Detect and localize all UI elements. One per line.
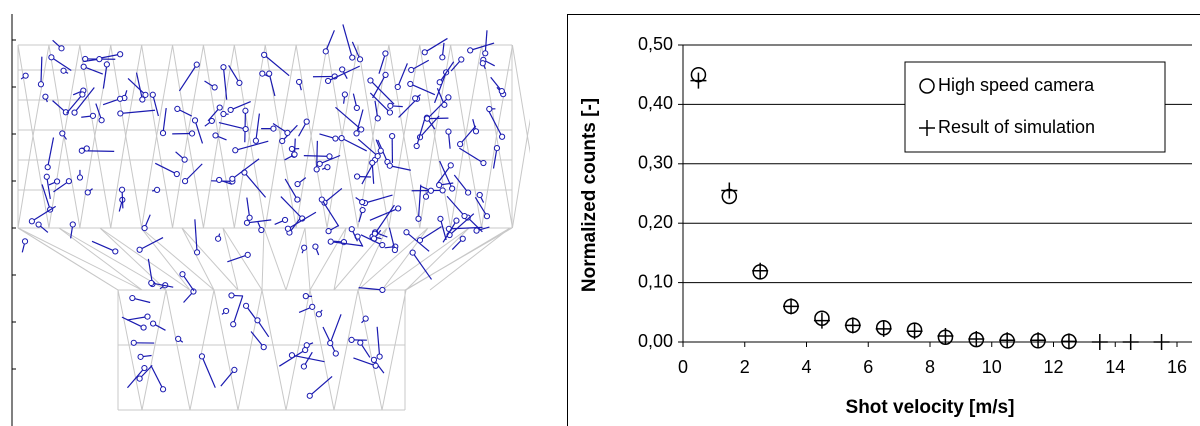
x-tick-label: 14 xyxy=(1105,357,1125,377)
y-tick-label: 0,30 xyxy=(638,153,673,173)
y-tick-label: 0,20 xyxy=(638,212,673,232)
legend-label: Result of simulation xyxy=(938,117,1095,137)
x-tick-label: 8 xyxy=(925,357,935,377)
x-tick-label: 12 xyxy=(1043,357,1063,377)
y-tick-label: 0,10 xyxy=(638,271,673,291)
x-axis-title: Shot velocity [m/s] xyxy=(846,397,1015,418)
x-tick-label: 6 xyxy=(863,357,873,377)
chart: Shot velocity [m/s] Normalized counts [-… xyxy=(0,0,1200,426)
page: Shot velocity [m/s] Normalized counts [-… xyxy=(0,0,1200,426)
y-tick-label: 0,50 xyxy=(638,34,673,54)
x-tick-label: 16 xyxy=(1167,357,1187,377)
x-tick-label: 10 xyxy=(982,357,1002,377)
y-tick-label: 0,00 xyxy=(638,331,673,351)
y-axis-title: Normalized counts [-] xyxy=(579,98,600,292)
legend-label: High speed camera xyxy=(938,75,1095,95)
y-tick-label: 0,40 xyxy=(638,93,673,113)
x-tick-label: 0 xyxy=(678,357,688,377)
x-tick-label: 2 xyxy=(740,357,750,377)
x-tick-label: 4 xyxy=(801,357,811,377)
